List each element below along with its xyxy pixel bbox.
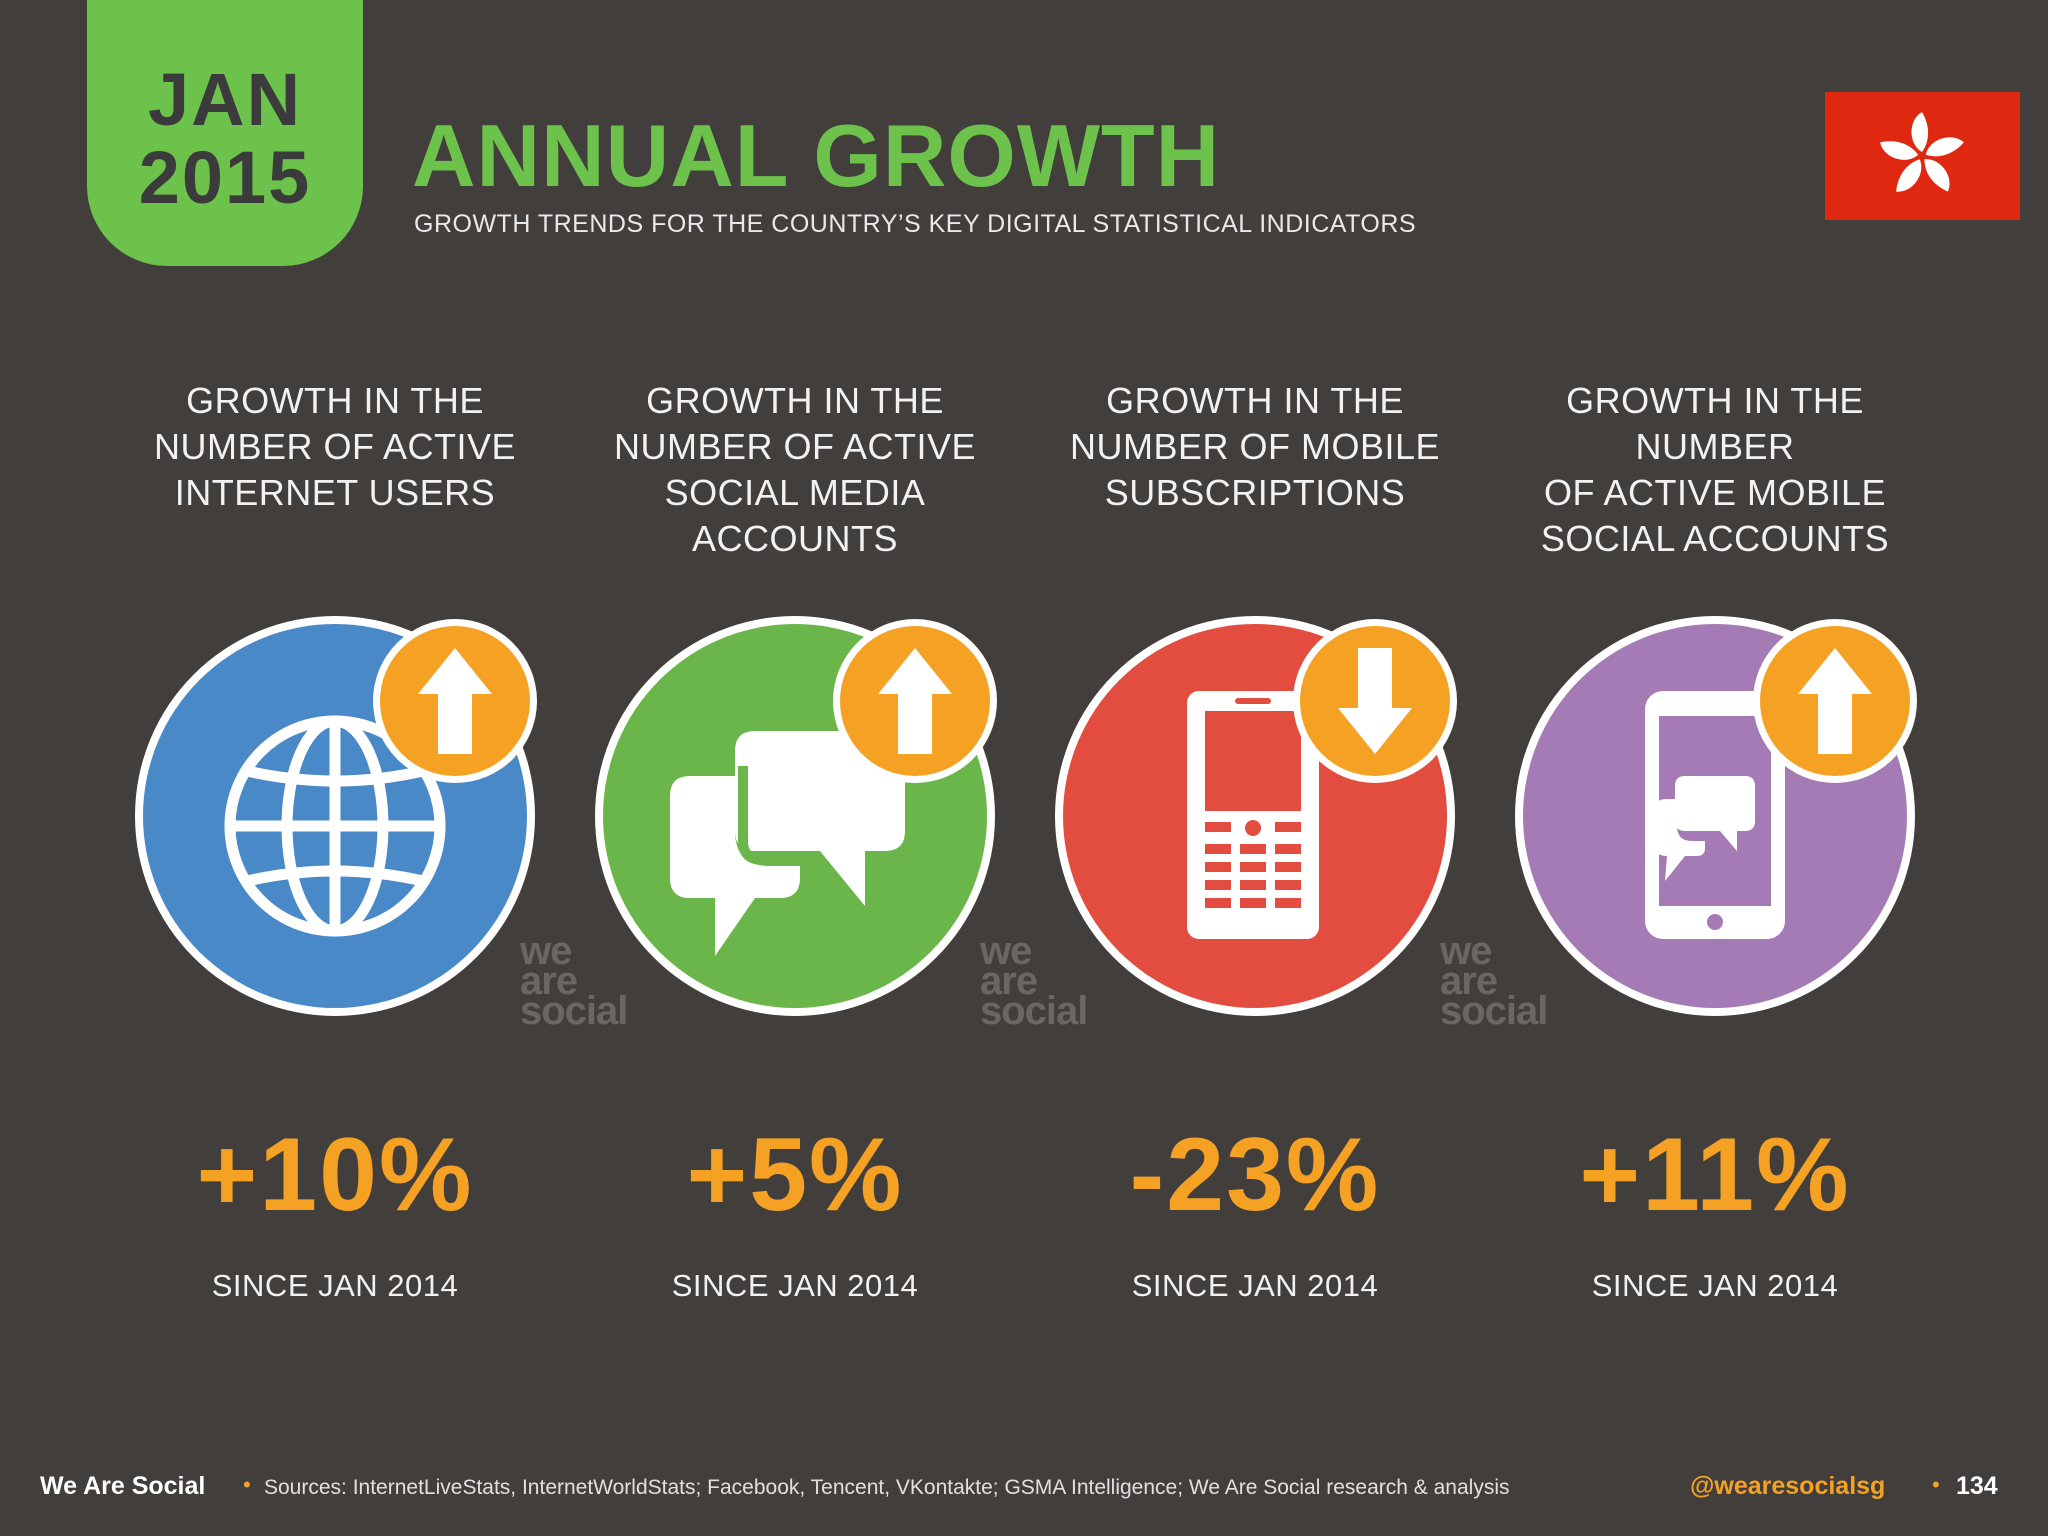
indicator-circle — [1055, 616, 1475, 1036]
indicator-value: +5% — [686, 1117, 904, 1233]
badge-month: JAN — [147, 58, 303, 141]
indicator-since: SINCE JAN 2014 — [211, 1268, 459, 1303]
badge-year: 2015 — [138, 136, 312, 219]
page-number: 134 — [1956, 1472, 1998, 1500]
globe-icon — [224, 715, 446, 937]
footer-separator: • — [1932, 1472, 1940, 1497]
arrow-up-icon — [833, 619, 997, 783]
indicator-circle — [135, 616, 555, 1036]
we-are-social-watermark: we are social — [1440, 929, 1548, 1033]
smartphone-chat-icon — [1645, 691, 1785, 939]
footer: We Are Social • Sources: InternetLiveSta… — [0, 1470, 2048, 1510]
page-subtitle: GROWTH TRENDS FOR THE COUNTRY’S KEY DIGI… — [414, 210, 1417, 238]
indicator-since: SINCE JAN 2014 — [1131, 1268, 1379, 1303]
footer-sources: Sources: InternetLiveStats, InternetWorl… — [264, 1476, 1510, 1499]
indicator-since: SINCE JAN 2014 — [671, 1268, 919, 1303]
we-are-social-watermark: we are social — [980, 929, 1088, 1033]
hong-kong-flag-icon — [1825, 92, 2020, 220]
indicator-heading: GROWTH IN THE NUMBER OF ACTIVE MOBILE SO… — [1540, 380, 1890, 559]
footer-handle: @wearesocialsg — [1690, 1472, 1886, 1500]
footer-separator: • — [243, 1472, 251, 1497]
indicator-value: +10% — [196, 1117, 474, 1233]
we-are-social-watermark: we are social — [520, 929, 628, 1033]
indicator-since: SINCE JAN 2014 — [1591, 1268, 1839, 1303]
indicator-value: -23% — [1129, 1117, 1381, 1233]
indicator-heading: GROWTH IN THE NUMBER OF ACTIVE SOCIAL ME… — [613, 380, 977, 559]
page-title: ANNUAL GROWTH — [412, 106, 1221, 205]
arrow-down-icon — [1293, 619, 1457, 783]
arrow-up-icon — [1753, 619, 1917, 783]
date-badge: JAN 2015 — [87, 0, 363, 266]
indicator-heading: GROWTH IN THE NUMBER OF ACTIVE INTERNET … — [153, 380, 517, 513]
mobile-phone-icon — [1187, 691, 1319, 939]
footer-brand: We Are Social — [40, 1472, 206, 1500]
arrow-up-icon — [373, 619, 537, 783]
indicator-heading: GROWTH IN THE NUMBER OF MOBILE SUBSCRIPT… — [1069, 380, 1441, 513]
indicator-value: +11% — [1579, 1117, 1851, 1233]
indicator-circle — [1515, 616, 1935, 1036]
chat-bubbles-icon — [670, 731, 905, 956]
indicator-circle — [595, 616, 1015, 1036]
